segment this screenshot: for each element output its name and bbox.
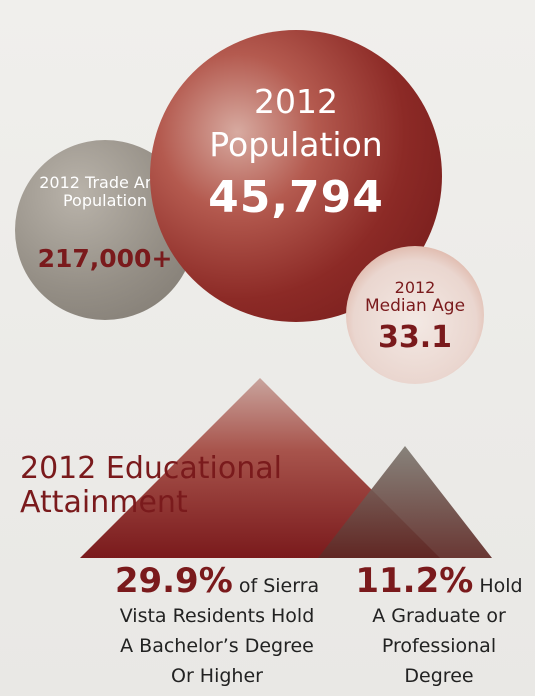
graduate-text-c: Professional <box>381 635 497 657</box>
population-label: Population <box>209 125 383 164</box>
median-age-value: 33.1 <box>377 320 453 355</box>
population-circle: 2012 Population 45,794 <box>150 30 442 322</box>
bachelors-text-a: of Sierra <box>232 575 320 597</box>
education-title-line1: 2012 Educational <box>20 451 282 486</box>
population-value: 45,794 <box>208 172 384 223</box>
graduate-stat: 11.2% Hold A Graduate or Professional De… <box>350 564 528 691</box>
graduate-text-a: Hold <box>473 575 523 597</box>
education-title: 2012 Educational Attainment <box>20 452 282 520</box>
population-year: 2012 <box>254 82 338 121</box>
bachelors-text-c: A Bachelor’s Degree <box>120 635 314 657</box>
bachelors-percent: 29.9% <box>114 561 233 601</box>
bachelors-text-b: Vista Residents Hold <box>119 605 315 627</box>
trade-area-label: 2012 Trade Area Population <box>39 173 171 210</box>
bachelors-text-d: Or Higher <box>171 665 263 687</box>
graduate-text-b: A Graduate or <box>372 605 506 627</box>
graduate-text-d: Degree <box>404 665 474 687</box>
bachelors-stat: 29.9% of Sierra Vista Residents Hold A B… <box>92 564 342 691</box>
large-mountain <box>80 378 440 558</box>
small-mountain <box>318 446 492 558</box>
graduate-percent: 11.2% <box>355 561 474 601</box>
education-title-line2: Attainment <box>20 485 188 520</box>
median-age-circle: 2012 Median Age 33.1 <box>346 246 484 384</box>
median-age-label: Median Age <box>364 296 466 316</box>
median-age-year: 2012 <box>394 278 436 297</box>
trade-area-value: 217,000+ <box>37 244 173 273</box>
